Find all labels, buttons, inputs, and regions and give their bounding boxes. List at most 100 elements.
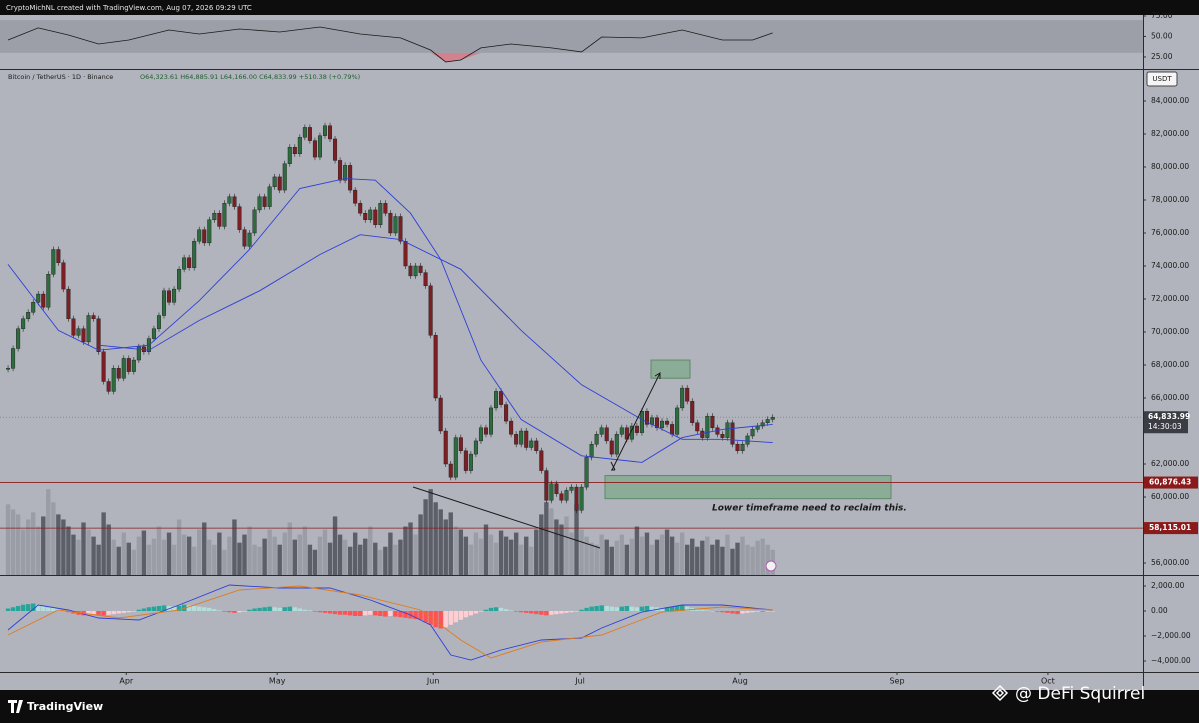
histogram-bar xyxy=(237,611,242,613)
candle xyxy=(81,328,86,343)
candle xyxy=(483,427,488,435)
histogram-bar xyxy=(197,606,202,611)
candle xyxy=(463,450,468,471)
candle xyxy=(685,387,690,402)
histogram-bar xyxy=(317,611,323,613)
candle xyxy=(760,422,765,427)
histogram-bar xyxy=(131,611,137,612)
volume-bar xyxy=(181,534,187,575)
candle xyxy=(579,486,584,511)
histogram-bar xyxy=(277,607,282,611)
histogram-bar xyxy=(106,611,111,615)
volume-bar xyxy=(705,536,710,575)
volume-bar xyxy=(66,526,71,575)
histogram-bar xyxy=(534,611,539,615)
histogram-bar xyxy=(202,607,207,611)
volume-bar xyxy=(96,544,101,575)
volume-bar xyxy=(609,546,614,575)
volume-bar xyxy=(116,546,121,575)
candle xyxy=(61,262,66,290)
volume-bar xyxy=(10,509,16,575)
watermark-icon xyxy=(991,684,1009,702)
macd-tick-label: 2,000.00 xyxy=(1151,581,1185,590)
annotation: Lower timeframe need to reclaim this. xyxy=(712,504,907,514)
candle xyxy=(322,125,327,136)
volume-bar xyxy=(629,538,635,575)
histogram-bar xyxy=(307,610,313,611)
volume-bar xyxy=(518,544,524,575)
volume-bar xyxy=(473,532,479,575)
volume-bar xyxy=(468,544,474,575)
candle xyxy=(725,422,730,438)
volume-bar xyxy=(735,542,740,575)
price-tick-label: 74,000.00 xyxy=(1151,261,1189,270)
histogram-bar xyxy=(679,605,685,611)
volume-bar xyxy=(478,538,484,575)
histogram-bar xyxy=(730,611,735,614)
tv-logo xyxy=(8,700,23,713)
histogram-bar xyxy=(302,609,308,611)
histogram-bar xyxy=(740,611,745,614)
candle xyxy=(247,232,252,247)
volume-bar xyxy=(594,544,599,575)
volume-bar xyxy=(725,534,730,575)
candle xyxy=(489,407,494,435)
histogram-bar xyxy=(549,611,554,615)
histogram-bar xyxy=(312,611,318,612)
watermark: @ DeFi Squirrel xyxy=(1015,684,1145,704)
histogram-bar xyxy=(594,606,599,611)
histogram-bar xyxy=(36,604,41,611)
histogram-bar xyxy=(755,611,760,612)
volume-bar xyxy=(695,546,700,575)
level-label: 60,876.43 xyxy=(1149,478,1191,487)
volume-bar xyxy=(222,549,227,575)
candle xyxy=(473,440,478,455)
histogram-bar xyxy=(111,611,116,615)
candle xyxy=(227,196,232,204)
time-tick-label: Jun xyxy=(426,677,440,686)
histogram-bar xyxy=(619,606,625,611)
candle xyxy=(172,288,177,303)
volume-bar xyxy=(262,538,267,575)
histogram-bar xyxy=(735,611,740,615)
candle xyxy=(222,203,227,227)
price-tick-label: 68,000.00 xyxy=(1151,360,1189,369)
volume-bar xyxy=(302,526,308,575)
histogram-bar xyxy=(624,606,630,611)
candle xyxy=(529,440,534,448)
histogram-bar xyxy=(347,611,353,616)
volume-bar xyxy=(745,544,750,575)
volume-bar xyxy=(659,534,665,575)
top-bar xyxy=(0,0,1199,15)
volume-bar xyxy=(755,540,760,575)
candle xyxy=(257,196,262,211)
time-tick-label: Aug xyxy=(732,677,748,686)
rsi-tick-label: 25.00 xyxy=(1151,52,1173,61)
candle xyxy=(312,140,317,158)
volume-bar xyxy=(619,534,625,575)
candle xyxy=(388,213,393,234)
legend-ohlc: O64,323.61 H64,885.91 L64,166.00 C64,833… xyxy=(140,73,360,81)
histogram-bar xyxy=(614,607,619,611)
volume-bar xyxy=(679,532,685,575)
price-tick-label: 66,000.00 xyxy=(1151,393,1189,402)
candle xyxy=(373,209,378,225)
volume-bar xyxy=(272,536,277,575)
volume-bar xyxy=(76,539,81,575)
event-icon[interactable] xyxy=(765,560,777,572)
volume-bar xyxy=(584,536,589,575)
volume-bar xyxy=(599,534,604,575)
volume-bar xyxy=(267,529,272,575)
volume-bar xyxy=(750,546,755,575)
volume-bar xyxy=(579,529,584,575)
volume-bar xyxy=(217,532,222,575)
histogram-bar xyxy=(463,611,469,618)
candle xyxy=(156,315,161,329)
currency-box[interactable] xyxy=(1146,71,1178,87)
volume-bar xyxy=(207,539,212,575)
candle xyxy=(358,203,363,214)
candle xyxy=(634,425,639,433)
volume-bar xyxy=(549,508,554,575)
histogram-bar xyxy=(247,609,252,611)
